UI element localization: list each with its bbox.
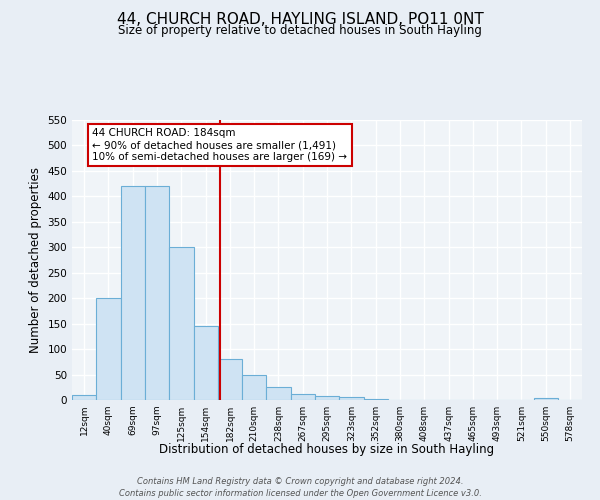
Text: Contains public sector information licensed under the Open Government Licence v3: Contains public sector information licen… (119, 489, 481, 498)
Text: 44, CHURCH ROAD, HAYLING ISLAND, PO11 0NT: 44, CHURCH ROAD, HAYLING ISLAND, PO11 0N… (116, 12, 484, 28)
Bar (291, 394, 315, 400)
Text: Size of property relative to detached houses in South Hayling: Size of property relative to detached ho… (118, 24, 482, 37)
Bar (364, 399, 388, 400)
Bar (218, 360, 242, 400)
Bar (534, 398, 558, 400)
Text: Contains HM Land Registry data © Crown copyright and database right 2024.: Contains HM Land Registry data © Crown c… (137, 478, 463, 486)
Bar (96, 298, 121, 400)
Bar (194, 326, 218, 400)
Bar (315, 396, 339, 400)
Bar (121, 186, 145, 400)
Bar (145, 186, 169, 400)
Text: 44 CHURCH ROAD: 184sqm
← 90% of detached houses are smaller (1,491)
10% of semi-: 44 CHURCH ROAD: 184sqm ← 90% of detached… (92, 128, 347, 162)
Bar (339, 398, 364, 400)
Bar (242, 374, 266, 400)
Bar (266, 388, 291, 400)
Bar (72, 395, 96, 400)
Text: Distribution of detached houses by size in South Hayling: Distribution of detached houses by size … (160, 442, 494, 456)
Bar (169, 248, 194, 400)
Y-axis label: Number of detached properties: Number of detached properties (29, 167, 42, 353)
